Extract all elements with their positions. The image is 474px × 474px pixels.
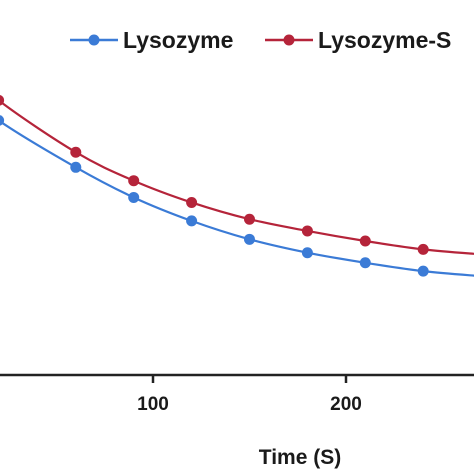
x-axis-label: Time (S) — [259, 446, 341, 469]
data-point — [301, 247, 313, 259]
data-point — [128, 191, 140, 203]
data-point — [70, 161, 82, 173]
data-point — [244, 233, 255, 245]
x-tick-label: 200 — [330, 394, 362, 415]
data-point — [186, 215, 198, 227]
data-point — [0, 115, 5, 126]
series-lysozyme — [0, 115, 474, 277]
data-point — [359, 235, 371, 247]
series-lysozyme-s — [0, 94, 474, 255]
legend-marker — [283, 34, 295, 46]
legend-item: Lysozyme-S — [265, 27, 451, 53]
axes: 100 200 — [0, 373, 474, 415]
data-point — [0, 94, 5, 106]
data-point — [128, 175, 140, 187]
series-layer — [0, 94, 474, 277]
legend-label: Lysozyme — [123, 27, 233, 53]
series-line — [0, 99, 474, 255]
data-point — [186, 196, 198, 208]
legend-label: Lysozyme-S — [318, 27, 451, 53]
legend-marker — [88, 34, 100, 46]
data-point — [301, 225, 313, 237]
data-point — [359, 257, 371, 269]
legend-item: Lysozyme — [70, 27, 233, 53]
legend: Lysozyme Lysozyme-S — [70, 27, 451, 53]
data-point — [417, 265, 429, 277]
data-point — [417, 243, 429, 255]
series-line — [0, 120, 474, 277]
data-point — [244, 213, 255, 225]
data-point — [70, 146, 82, 158]
x-tick-label: 100 — [137, 394, 169, 415]
